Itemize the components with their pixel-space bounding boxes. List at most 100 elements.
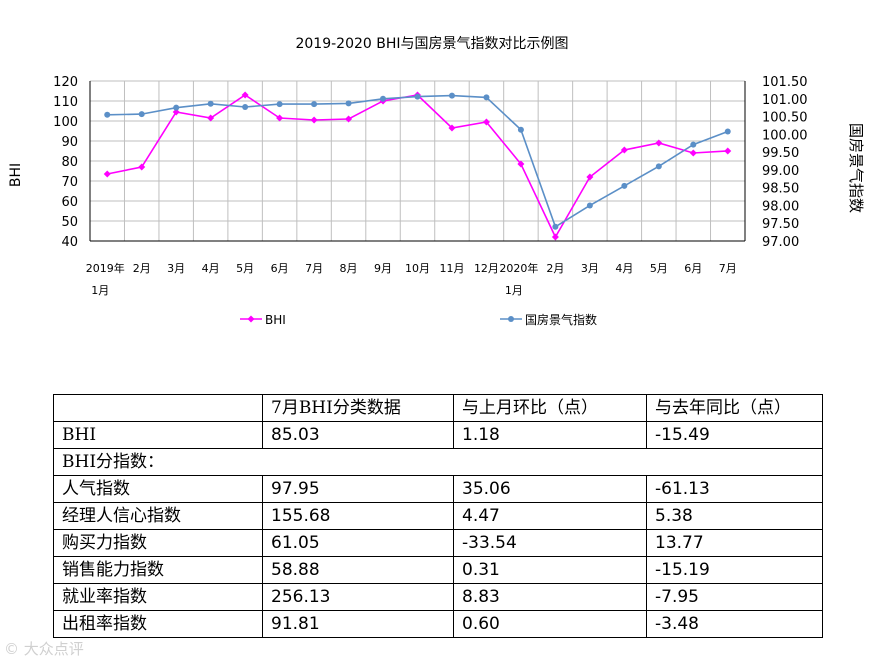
data-point — [276, 114, 284, 122]
data-point — [483, 94, 490, 101]
table-row: 销售能力指数 58.88 0.31 -15.19 — [53, 556, 823, 584]
table-cell: 购买力指数 — [53, 529, 263, 557]
data-point — [586, 202, 593, 209]
table-cell — [53, 394, 263, 422]
table-row: 出租率指数 91.81 0.60 -3.48 — [53, 610, 823, 638]
right-tick-label: 98.50 — [762, 182, 799, 197]
x-tick-label: 1月 — [91, 284, 109, 297]
table-cell: 13.77 — [646, 529, 823, 557]
data-table-container: 7月BHI分类数据 与上月环比（点） 与去年同比（点） BHI 85.03 1.18 -15… — [53, 394, 823, 638]
data-point — [448, 124, 456, 132]
table-row: 就业率指数 256.13 8.83 -7.95 — [53, 583, 823, 611]
legend-marker — [508, 316, 514, 322]
left-tick-label: 50 — [61, 215, 78, 230]
left-tick-label: 80 — [61, 155, 78, 170]
data-point — [414, 93, 421, 100]
left-tick-label: 120 — [53, 75, 78, 90]
x-tick-label: 12月 — [474, 262, 499, 275]
x-tick-label: 6月 — [684, 262, 702, 275]
x-tick-label: 4月 — [202, 262, 220, 275]
table-cell: 91.81 — [262, 610, 454, 638]
table-row: 经理人信心指数 155.68 4.47 5.38 — [53, 502, 823, 530]
right-tick-label: 97.50 — [762, 217, 799, 232]
data-point — [172, 108, 180, 116]
watermark: © 大众点评 — [4, 640, 84, 658]
left-tick-label: 60 — [61, 195, 78, 210]
table-cell: 8.83 — [453, 583, 647, 611]
x-axis-ticks: 2019年 1月 2月 3月 4月 5月 6月 7月 8月 9月 10月 11月 12月 2020年 1月 2… — [86, 261, 737, 297]
table-cell: 0.60 — [453, 610, 647, 638]
table-cell: 销售能力指数 — [53, 556, 263, 584]
data-point — [173, 104, 180, 111]
table-cell: -15.49 — [646, 421, 823, 449]
table-cell: 1.18 — [453, 421, 647, 449]
data-point — [517, 160, 525, 168]
x-tick-label: 6月 — [271, 262, 289, 275]
legend-marker — [247, 315, 255, 323]
data-point — [689, 149, 697, 157]
data-point — [138, 111, 145, 118]
left-tick-label: 110 — [53, 95, 78, 110]
x-tick-label: 11月 — [439, 262, 464, 275]
left-tick-label: 70 — [61, 175, 78, 190]
data-point — [207, 100, 214, 107]
table-row: 人气指数 97.95 35.06 -61.13 — [53, 475, 823, 503]
x-tick-label: 7月 — [719, 262, 737, 275]
data-point — [690, 141, 697, 148]
table-cell: 与去年同比（点） — [646, 394, 823, 422]
data-point — [482, 118, 490, 126]
table-cell: 0.31 — [453, 556, 647, 584]
table-header-row: 7月BHI分类数据 与上月环比（点） 与去年同比（点） — [53, 394, 823, 422]
data-point — [380, 95, 387, 102]
x-tick-label: 1月 — [505, 284, 523, 297]
x-tick-label: 2月 — [133, 262, 151, 275]
table-row: BHI 85.03 1.18 -15.49 — [53, 421, 823, 449]
right-tick-label: 101.00 — [762, 93, 808, 108]
x-tick-label: 5月 — [236, 262, 254, 275]
right-tick-label: 100.00 — [762, 128, 808, 143]
data-point — [103, 170, 111, 178]
data-point — [586, 173, 594, 181]
right-tick-label: 99.50 — [762, 146, 799, 161]
left-axis-ticks: 40 50 60 70 80 90 100 110 120 — [53, 75, 78, 250]
data-point — [724, 147, 732, 155]
right-axis-ticks: 97.00 97.50 98.00 98.50 99.00 99.50 100.00 100.… — [762, 75, 808, 250]
section-label: BHI分指数： — [53, 448, 823, 476]
table-cell: 4.47 — [453, 502, 647, 530]
table-cell: -3.48 — [646, 610, 823, 638]
table-cell: 出租率指数 — [53, 610, 263, 638]
table-cell: 5.38 — [646, 502, 823, 530]
left-tick-label: 40 — [61, 235, 78, 250]
right-tick-label: 100.50 — [762, 111, 808, 126]
table-cell: 97.95 — [262, 475, 454, 503]
left-tick-label: 100 — [53, 115, 78, 130]
table-cell: 与上月环比（点） — [453, 394, 647, 422]
x-tick-label: 8月 — [340, 262, 358, 275]
table-cell: 85.03 — [262, 421, 454, 449]
series-layer — [103, 91, 732, 241]
table-cell: 155.68 — [262, 502, 454, 530]
table-cell: 人气指数 — [53, 475, 263, 503]
table-cell: -7.95 — [646, 583, 823, 611]
axes — [89, 81, 746, 242]
data-point — [620, 146, 628, 154]
data-point — [104, 111, 111, 118]
data-point — [207, 114, 215, 122]
data-point — [448, 92, 455, 99]
table-section-row: BHI分指数： — [53, 448, 823, 476]
data-point — [621, 182, 628, 189]
data-point — [655, 139, 663, 147]
table-cell: 58.88 — [262, 556, 454, 584]
x-tick-label: 2月 — [546, 262, 564, 275]
table-cell: -61.13 — [646, 475, 823, 503]
table-cell: 经理人信心指数 — [53, 502, 263, 530]
left-tick-label: 90 — [61, 135, 78, 150]
chart: 2019-2020 BHI与国房景气指数对比示例图 40 50 60 70 80 90 10… — [8, 36, 865, 327]
right-tick-label: 101.50 — [762, 75, 808, 90]
table-cell: 就业率指数 — [53, 583, 263, 611]
x-tick-label: 5月 — [650, 262, 668, 275]
gridlines — [89, 80, 746, 242]
table-cell: 61.05 — [262, 529, 454, 557]
right-tick-label: 97.00 — [762, 235, 799, 250]
legend-item-1: 国房景气指数 — [500, 312, 597, 327]
